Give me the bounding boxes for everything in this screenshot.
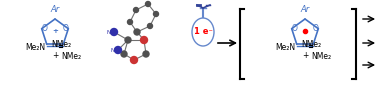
- Text: N: N: [107, 29, 111, 35]
- Text: N: N: [111, 48, 115, 54]
- Circle shape: [121, 51, 127, 57]
- Text: 1 e⁻: 1 e⁻: [194, 27, 212, 37]
- Text: O: O: [62, 24, 68, 33]
- Text: Me₂N: Me₂N: [25, 43, 45, 52]
- Circle shape: [127, 19, 133, 25]
- Text: NMe₂: NMe₂: [61, 52, 81, 61]
- Circle shape: [134, 29, 140, 35]
- Text: +: +: [52, 51, 59, 60]
- Circle shape: [143, 51, 149, 57]
- Text: O: O: [42, 24, 48, 33]
- Text: Ar: Ar: [50, 5, 60, 14]
- Circle shape: [147, 23, 152, 29]
- Text: Ar: Ar: [301, 5, 310, 14]
- Circle shape: [146, 1, 150, 7]
- Text: +: +: [52, 28, 58, 34]
- Text: +: +: [302, 51, 308, 60]
- Circle shape: [133, 7, 138, 13]
- Circle shape: [110, 29, 118, 35]
- Circle shape: [153, 11, 158, 17]
- Text: O: O: [312, 24, 318, 33]
- Circle shape: [141, 37, 147, 44]
- Text: NMe₂: NMe₂: [311, 52, 332, 61]
- Circle shape: [125, 37, 131, 43]
- Text: NMe₂: NMe₂: [301, 40, 321, 49]
- Text: Me₂N: Me₂N: [275, 43, 295, 52]
- Text: O: O: [292, 24, 297, 33]
- Text: NMe₂: NMe₂: [51, 40, 71, 49]
- Circle shape: [130, 56, 138, 64]
- Circle shape: [115, 46, 121, 54]
